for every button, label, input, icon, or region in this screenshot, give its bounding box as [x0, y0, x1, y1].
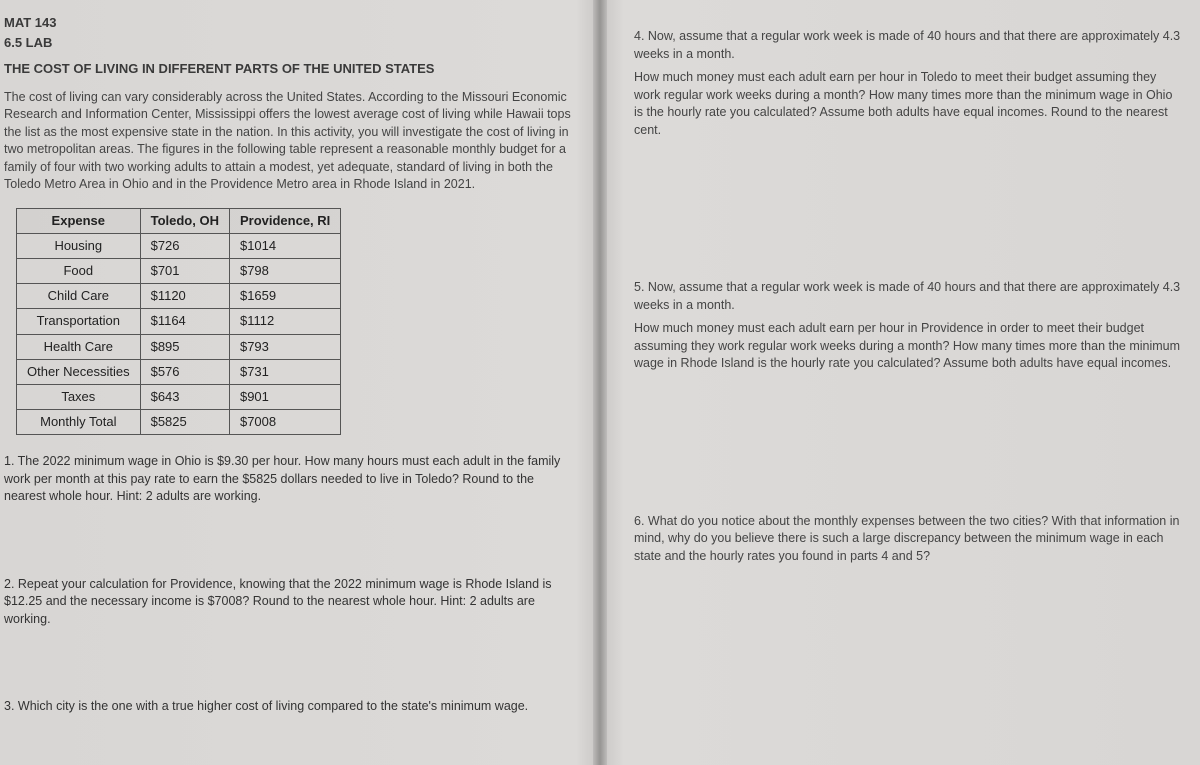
- question-4-intro: 4. Now, assume that a regular work week …: [634, 28, 1182, 63]
- intro-paragraph: The cost of living can vary considerably…: [4, 89, 572, 194]
- col-toledo: Toledo, OH: [140, 208, 229, 233]
- row-label: Monthly Total: [17, 410, 141, 435]
- cell: $1659: [229, 284, 340, 309]
- cell: $576: [140, 359, 229, 384]
- col-providence: Providence, RI: [229, 208, 340, 233]
- cell: $798: [229, 258, 340, 283]
- cell: $701: [140, 258, 229, 283]
- cell: $895: [140, 334, 229, 359]
- cell: $731: [229, 359, 340, 384]
- table-row: Housing $726 $1014: [17, 233, 341, 258]
- cell: $726: [140, 233, 229, 258]
- question-4-body: How much money must each adult earn per …: [634, 69, 1182, 139]
- document-title: THE COST OF LIVING IN DIFFERENT PARTS OF…: [4, 60, 572, 78]
- question-3: 3. Which city is the one with a true hig…: [4, 698, 572, 716]
- table-row: Other Necessities $576 $731: [17, 359, 341, 384]
- table-row: Monthly Total $5825 $7008: [17, 410, 341, 435]
- question-5-intro: 5. Now, assume that a regular work week …: [634, 279, 1182, 314]
- row-label: Other Necessities: [17, 359, 141, 384]
- table-row: Child Care $1120 $1659: [17, 284, 341, 309]
- cell: $901: [229, 384, 340, 409]
- table-row: Taxes $643 $901: [17, 384, 341, 409]
- question-1: 1. The 2022 minimum wage in Ohio is $9.3…: [4, 453, 572, 506]
- col-expense: Expense: [17, 208, 141, 233]
- cell: $7008: [229, 410, 340, 435]
- cell: $1120: [140, 284, 229, 309]
- course-code: MAT 143: [4, 14, 572, 32]
- cell: $5825: [140, 410, 229, 435]
- cell: $1014: [229, 233, 340, 258]
- cell: $1164: [140, 309, 229, 334]
- left-page: MAT 143 6.5 LAB THE COST OF LIVING IN DI…: [0, 0, 600, 765]
- table-header-row: Expense Toledo, OH Providence, RI: [17, 208, 341, 233]
- lab-code: 6.5 LAB: [4, 34, 572, 52]
- table-row: Transportation $1164 $1112: [17, 309, 341, 334]
- right-page: 4. Now, assume that a regular work week …: [600, 0, 1200, 765]
- row-label: Housing: [17, 233, 141, 258]
- row-label: Taxes: [17, 384, 141, 409]
- row-label: Food: [17, 258, 141, 283]
- question-5-body: How much money must each adult earn per …: [634, 320, 1182, 373]
- question-5-block: 5. Now, assume that a regular work week …: [634, 279, 1182, 373]
- expense-table: Expense Toledo, OH Providence, RI Housin…: [16, 208, 341, 436]
- question-2: 2. Repeat your calculation for Providenc…: [4, 576, 572, 629]
- table-row: Food $701 $798: [17, 258, 341, 283]
- cell: $643: [140, 384, 229, 409]
- table-row: Health Care $895 $793: [17, 334, 341, 359]
- cell: $793: [229, 334, 340, 359]
- row-label: Child Care: [17, 284, 141, 309]
- question-6: 6. What do you notice about the monthly …: [634, 513, 1182, 566]
- question-4-block: 4. Now, assume that a regular work week …: [634, 28, 1182, 139]
- row-label: Health Care: [17, 334, 141, 359]
- row-label: Transportation: [17, 309, 141, 334]
- cell: $1112: [229, 309, 340, 334]
